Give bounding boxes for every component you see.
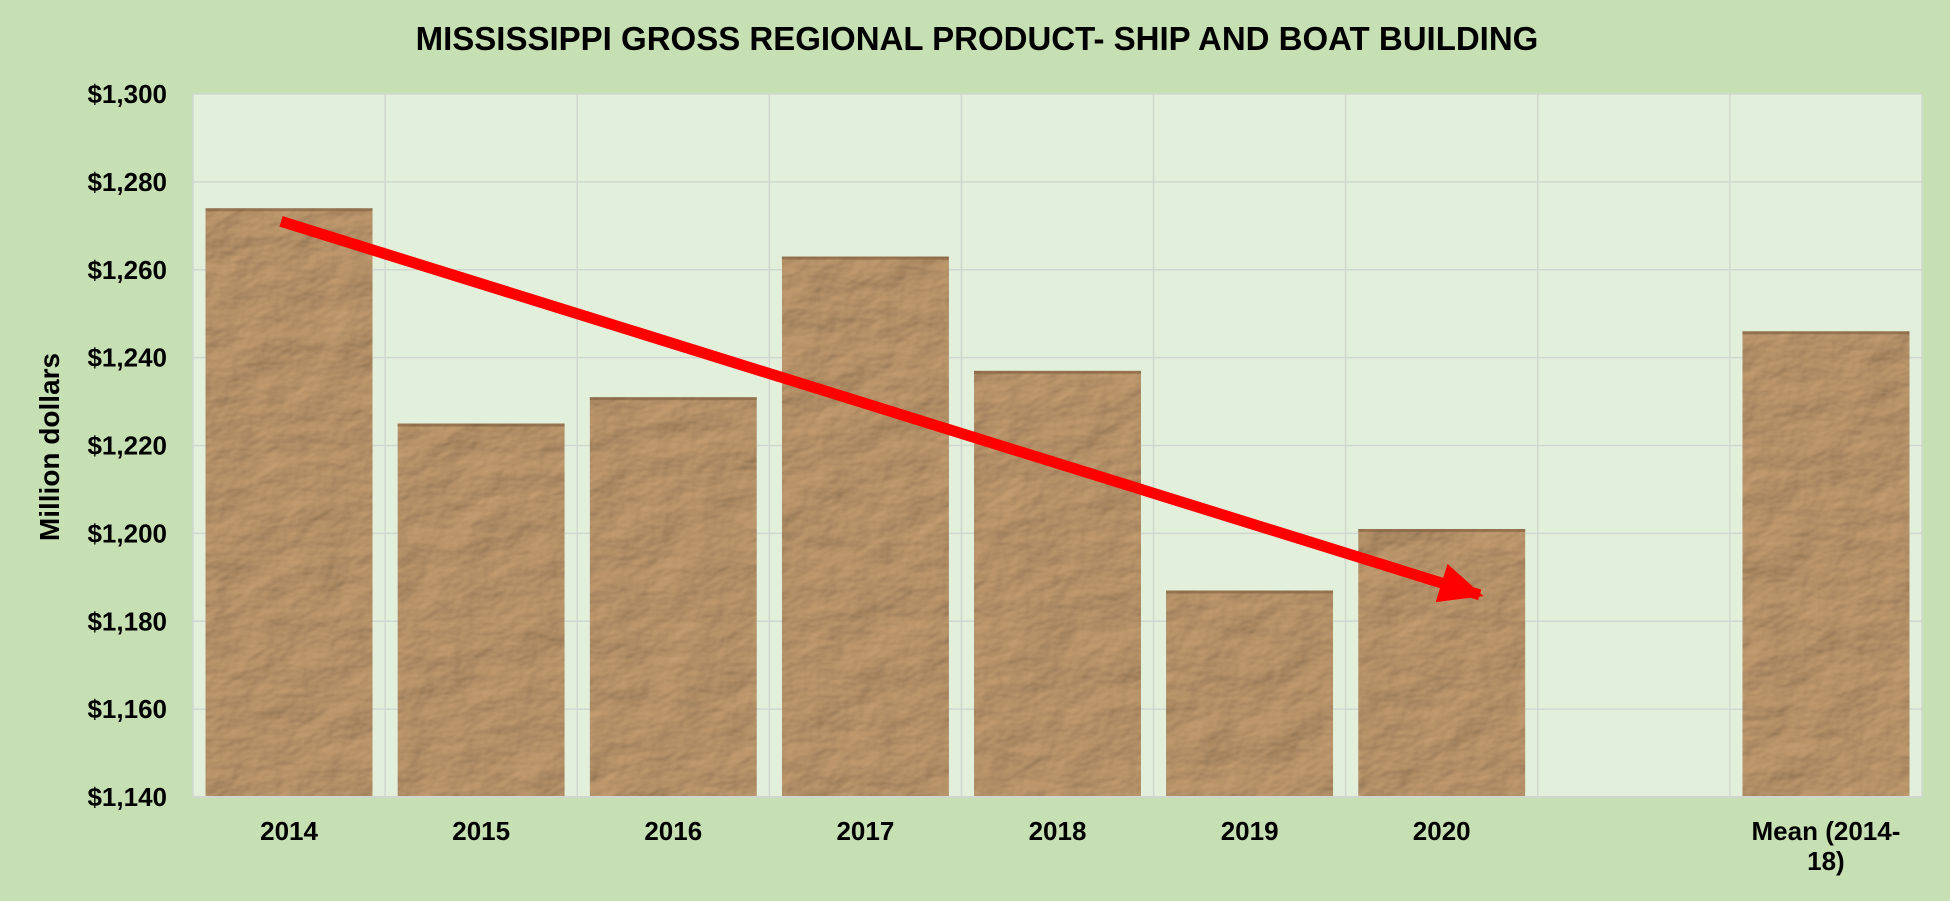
- bar-fill: [397, 423, 565, 797]
- y-tick-label: $1,160: [87, 694, 167, 724]
- y-tick-label: $1,280: [87, 167, 167, 197]
- y-tick-label: $1,180: [87, 606, 167, 636]
- y-axis-label: Million dollars: [34, 353, 65, 541]
- x-tick-label: 2017: [836, 816, 894, 846]
- x-tick-label: 2014: [260, 816, 318, 846]
- bar-top-edge: [397, 423, 565, 427]
- x-tick-label: 2019: [1221, 816, 1279, 846]
- y-tick-label: $1,200: [87, 518, 167, 548]
- bar: [1166, 590, 1334, 797]
- bar-fill: [589, 397, 757, 797]
- y-axis-ticks: $1,140 $1,160 $1,180 $1,200 $1,220 $1,240 $1,2…: [87, 79, 167, 812]
- bar-top-edge: [974, 370, 1141, 374]
- bar-top-edge: [1358, 528, 1526, 532]
- bar: [589, 397, 757, 797]
- x-axis-ticks: 2014 2015 2016 2017 2018 2019 2020 Mean (2014-1…: [260, 816, 1900, 876]
- annotations: [279, 216, 1484, 603]
- bar-top-edge: [781, 256, 949, 260]
- bar-top-edge: [1166, 590, 1334, 594]
- bar-fill: [1742, 331, 1910, 797]
- chart-title: MISSISSIPPI GROSS REGIONAL PRODUCT- SHIP…: [416, 20, 1539, 57]
- bar-fill: [974, 370, 1141, 797]
- bar: [974, 370, 1141, 797]
- bar-top-edge: [205, 208, 373, 212]
- trend-arrow: [279, 216, 1484, 603]
- y-tick-label: $1,140: [87, 782, 167, 812]
- bar: [397, 423, 565, 797]
- bar: [781, 256, 949, 798]
- bars: [205, 208, 1910, 798]
- bar-fill: [1166, 590, 1334, 797]
- bar: [205, 208, 373, 798]
- y-tick-label: $1,260: [87, 255, 167, 285]
- bar: [1742, 331, 1910, 797]
- bar-top-edge: [1742, 331, 1910, 335]
- y-tick-label: $1,220: [87, 431, 167, 461]
- x-tick-label: 2018: [1029, 816, 1087, 846]
- bar-fill: [781, 256, 949, 798]
- y-tick-label: $1,240: [87, 343, 167, 373]
- bar-fill: [205, 208, 373, 798]
- y-tick-label: $1,300: [87, 79, 167, 109]
- x-tick-label: 2016: [644, 816, 702, 846]
- x-tick-label: 2020: [1413, 816, 1471, 846]
- x-tick-label: 2015: [452, 816, 510, 846]
- bar-top-edge: [589, 397, 757, 401]
- x-tick-label: Mean (2014-18): [1752, 816, 1901, 876]
